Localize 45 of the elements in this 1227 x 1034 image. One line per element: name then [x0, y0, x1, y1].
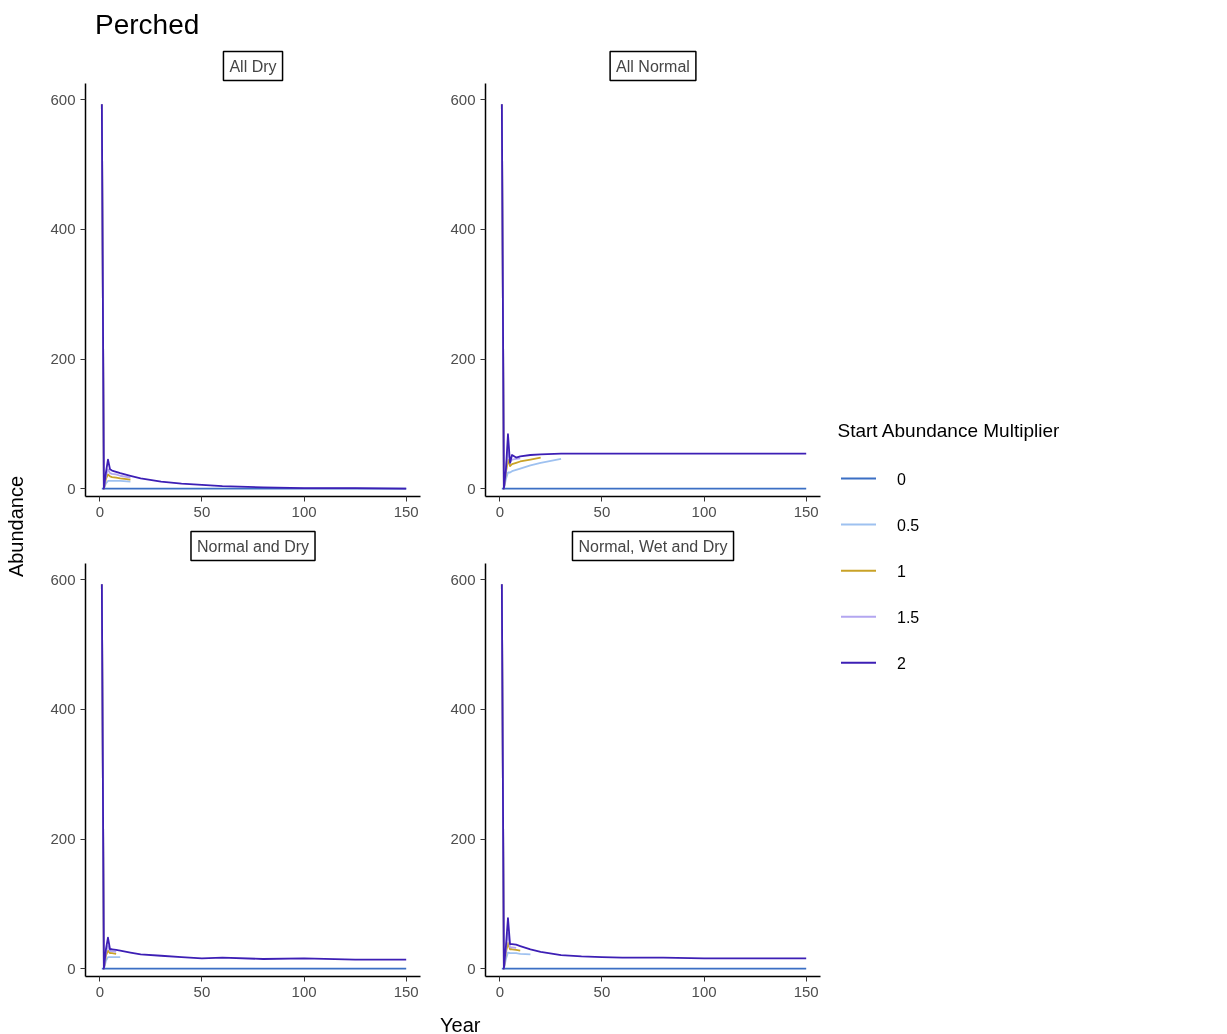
x-tick-label: 100 — [691, 502, 717, 520]
x-tick-label: 100 — [291, 502, 317, 520]
y-tick-label: 400 — [450, 220, 476, 238]
legend-label: 1.5 — [897, 608, 920, 626]
x-tick-label: 100 — [691, 982, 717, 1000]
chart-subtitle: All Dry — [229, 57, 277, 75]
legend-label: 1 — [897, 562, 906, 580]
y-tick-label: 0 — [67, 959, 76, 977]
y-tick-label: 400 — [50, 700, 76, 718]
x-tick-label: 150 — [393, 502, 419, 520]
y-tick-label: 0 — [467, 959, 476, 977]
legend-label: 2 — [897, 654, 906, 672]
y-tick-label: 200 — [450, 350, 476, 368]
legend-label: 0 — [897, 470, 906, 488]
x-tick-label: 0 — [95, 502, 104, 520]
x-tick-label: 0 — [95, 982, 104, 1000]
legend-label: 0.5 — [897, 516, 920, 534]
y-tick-label: 0 — [67, 479, 76, 497]
y-tick-label: 400 — [50, 220, 76, 238]
y-tick-label: 400 — [450, 700, 476, 718]
y-tick-label: 200 — [50, 830, 76, 848]
x-tick-label: 50 — [593, 502, 611, 520]
y-tick-label: 600 — [450, 570, 476, 588]
y-tick-label: 0 — [467, 479, 476, 497]
x-tick-label: 50 — [593, 982, 611, 1000]
chart-subtitle: Normal, Wet and Dry — [578, 537, 728, 555]
x-tick-label: 150 — [793, 502, 819, 520]
x-tick-label: 100 — [291, 982, 317, 1000]
y-tick-label: 600 — [50, 90, 76, 108]
y-tick-label: 200 — [50, 350, 76, 368]
chart-title: Perched — [95, 8, 200, 42]
y-tick-label: 600 — [50, 570, 76, 588]
x-tick-label: 50 — [193, 502, 211, 520]
x-axis-title: Year — [440, 1013, 481, 1034]
y-tick-label: 200 — [450, 830, 476, 848]
x-tick-label: 0 — [495, 502, 504, 520]
y-axis-title: Abundance — [4, 475, 27, 578]
y-tick-label: 600 — [450, 90, 476, 108]
x-tick-label: 150 — [393, 982, 419, 1000]
x-tick-label: 0 — [495, 982, 504, 1000]
legend-title: Start Abundance Multiplier — [837, 420, 1060, 441]
x-tick-label: 50 — [193, 982, 211, 1000]
x-tick-label: 150 — [793, 982, 819, 1000]
chart-subtitle: All Normal — [616, 57, 690, 75]
chart-subtitle: Normal and Dry — [196, 537, 310, 555]
